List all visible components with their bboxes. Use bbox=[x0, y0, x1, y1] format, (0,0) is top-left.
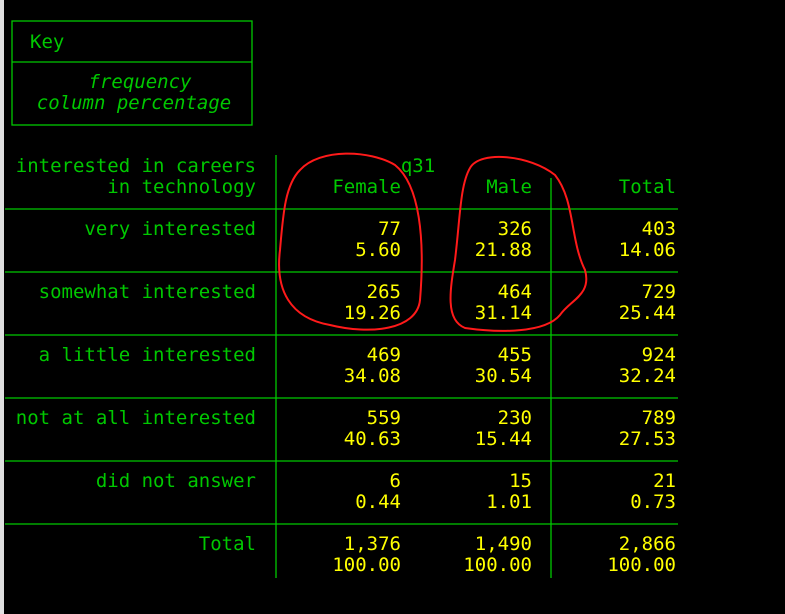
column-percentage: 100.00 bbox=[332, 554, 401, 576]
window-edge bbox=[0, 0, 4, 614]
frequency: 15 bbox=[509, 470, 532, 492]
column-percentage: 19.26 bbox=[344, 302, 401, 324]
column-percentage: 32.24 bbox=[619, 365, 676, 387]
frequency: 455 bbox=[498, 344, 532, 366]
frequency: 559 bbox=[367, 407, 401, 429]
column-percentage: 1.01 bbox=[486, 491, 532, 513]
column-percentage: 40.63 bbox=[344, 428, 401, 450]
frequency: 469 bbox=[367, 344, 401, 366]
column-percentage: 100.00 bbox=[607, 554, 676, 576]
row-header: in technology bbox=[107, 176, 256, 198]
key-line: frequency bbox=[89, 71, 193, 93]
frequency: 230 bbox=[498, 407, 532, 429]
column-percentage: 5.60 bbox=[355, 239, 401, 261]
frequency: 265 bbox=[367, 281, 401, 303]
column-percentage: 14.06 bbox=[619, 239, 676, 261]
frequency: 326 bbox=[498, 218, 532, 240]
row-header: interested in careers bbox=[16, 155, 256, 177]
frequency: 2,866 bbox=[619, 533, 676, 555]
frequency: 1,376 bbox=[344, 533, 401, 555]
column-percentage: 25.44 bbox=[619, 302, 676, 324]
key-box bbox=[11, 20, 253, 126]
frequency: 789 bbox=[642, 407, 676, 429]
column-percentage: 31.14 bbox=[475, 302, 532, 324]
column-header: Male bbox=[486, 176, 532, 198]
row-label: not at all interested bbox=[16, 407, 256, 429]
column-header: Total bbox=[619, 176, 676, 198]
column-percentage: 15.44 bbox=[475, 428, 532, 450]
row-label: Total bbox=[199, 533, 256, 555]
row-label: did not answer bbox=[96, 470, 256, 492]
annotation-circle bbox=[278, 152, 423, 331]
row-label: very interested bbox=[84, 218, 256, 240]
frequency: 6 bbox=[390, 470, 401, 492]
column-percentage: 0.73 bbox=[630, 491, 676, 513]
row-label: a little interested bbox=[39, 344, 256, 366]
row-label: somewhat interested bbox=[39, 281, 256, 303]
column-percentage: 100.00 bbox=[463, 554, 532, 576]
column-percentage: 30.54 bbox=[475, 365, 532, 387]
column-percentage: 34.08 bbox=[344, 365, 401, 387]
column-percentage: 27.53 bbox=[619, 428, 676, 450]
column-header: Female bbox=[332, 176, 401, 198]
frequency: 729 bbox=[642, 281, 676, 303]
column-percentage: 0.44 bbox=[355, 491, 401, 513]
annotation-circle bbox=[449, 155, 588, 332]
frequency: 464 bbox=[498, 281, 532, 303]
frequency: 403 bbox=[642, 218, 676, 240]
frequency: 21 bbox=[653, 470, 676, 492]
column-group: q31 bbox=[401, 155, 435, 177]
frequency: 1,490 bbox=[475, 533, 532, 555]
key-title: Key bbox=[30, 31, 64, 53]
key-line: column percentage bbox=[37, 92, 231, 114]
frequency: 77 bbox=[378, 218, 401, 240]
frequency: 924 bbox=[642, 344, 676, 366]
column-percentage: 21.88 bbox=[475, 239, 532, 261]
